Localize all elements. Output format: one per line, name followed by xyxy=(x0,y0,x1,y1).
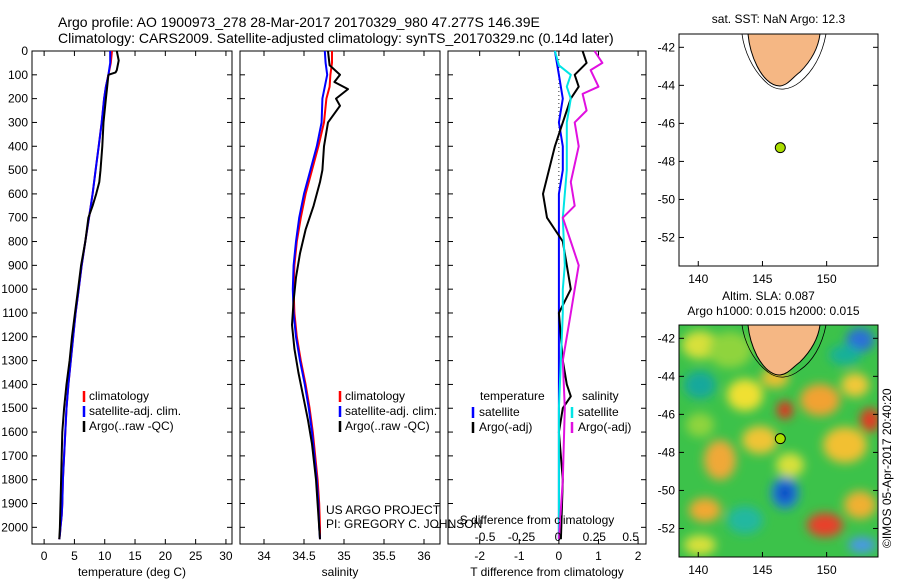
map-x-tick-label: 150 xyxy=(817,272,837,286)
x-tick-label: 1 xyxy=(595,549,602,563)
x-tick-label: 36 xyxy=(417,549,431,563)
x-tick-label: 25 xyxy=(189,549,203,563)
y-tick-label: 1800 xyxy=(1,473,28,487)
x-tick-label: 5 xyxy=(71,549,78,563)
x-tick-label: 35.5 xyxy=(372,549,396,563)
y-tick-label: 1300 xyxy=(1,354,28,368)
y-tick-label: 1500 xyxy=(1,401,28,415)
y-tick-label: 0 xyxy=(21,44,28,58)
series-s-argo-adj xyxy=(557,50,604,540)
temperature-panel-frame xyxy=(31,50,233,545)
depth-contour xyxy=(741,33,827,90)
y-tick-label: 1100 xyxy=(2,306,28,320)
x-axis-label: temperature (deg C) xyxy=(78,565,186,579)
x-tick-label: -1 xyxy=(514,549,525,563)
x-top-tick-label: 0 xyxy=(555,530,562,544)
y-tick-label: 500 xyxy=(8,163,28,177)
map-y-tick-label: -46 xyxy=(658,116,676,130)
legend-label: satellite-adj. clim. xyxy=(89,404,181,418)
sla-map xyxy=(678,324,879,558)
map-y-tick-label: -52 xyxy=(658,521,676,535)
y-tick-label: 1700 xyxy=(1,449,28,463)
y-tick-label: 200 xyxy=(8,92,28,106)
x-top-tick-label: -0.25 xyxy=(508,530,536,544)
sst-map-title: sat. SST: NaN Argo: 12.3 xyxy=(712,12,846,26)
x-tick-label: 30 xyxy=(219,549,233,563)
x-tick-label: 15 xyxy=(128,549,142,563)
pi-label: PI: GREGORY C. JOHNSON xyxy=(326,517,482,531)
x-top-tick-label: -0.5 xyxy=(475,530,496,544)
y-tick-label: 300 xyxy=(8,115,28,129)
y-tick-label: 1200 xyxy=(1,330,28,344)
float-location-marker xyxy=(774,433,786,445)
x-tick-label: 2 xyxy=(635,549,642,563)
map-y-tick-label: -50 xyxy=(658,483,676,497)
x-tick-label: 10 xyxy=(98,549,112,563)
legend-title-temperature: temperature xyxy=(480,389,545,403)
y-tick-label: 700 xyxy=(8,211,28,225)
y-tick-label: 1400 xyxy=(1,377,28,391)
legend-title-salinity: salinity xyxy=(582,389,619,403)
y-tick-label: 1000 xyxy=(1,282,28,296)
map-x-tick-label: 140 xyxy=(688,272,708,286)
figure-title-line1: Argo profile: AO 1900973_278 28-Mar-2017… xyxy=(58,14,540,30)
x-tick-label: 0 xyxy=(556,549,563,563)
y-tick-label: 100 xyxy=(8,68,28,82)
x-axis-label: T difference from climatology xyxy=(470,565,624,579)
map-x-tick-label: 150 xyxy=(817,563,837,577)
legend-label: Argo(-adj) xyxy=(479,420,532,434)
x-tick-label: 0 xyxy=(41,549,48,563)
map-y-tick-label: -48 xyxy=(658,445,676,459)
figure-title-line2: Climatology: CARS2009. Satellite-adjuste… xyxy=(58,30,614,46)
map-y-tick-label: -42 xyxy=(658,331,676,345)
map-y-tick-label: -42 xyxy=(658,40,676,54)
salinity-panel-frame xyxy=(239,50,441,545)
sla-map-title: Altim. SLA: 0.087 xyxy=(722,289,815,303)
legend-label: Argo(..raw -QC) xyxy=(89,419,174,433)
x-tick-label: 35 xyxy=(337,549,351,563)
map-y-tick-label: -52 xyxy=(658,230,676,244)
legend-label: satellite xyxy=(578,405,619,419)
project-label: US ARGO PROJECT xyxy=(326,503,441,517)
y-tick-label: 600 xyxy=(8,187,28,201)
difference-panel-frame xyxy=(447,50,647,545)
legend-label: climatology xyxy=(89,389,149,403)
y-tick-label: 1600 xyxy=(1,425,28,439)
legend-label: Argo(-adj) xyxy=(578,420,631,434)
map-y-tick-label: -48 xyxy=(658,154,676,168)
imos-credit: ©IMOS 05-Apr-2017 20:40:20 xyxy=(880,388,894,548)
map-y-tick-label: -44 xyxy=(658,369,676,383)
x-tick-label: 20 xyxy=(159,549,173,563)
x-top-tick-label: 0.5 xyxy=(622,530,639,544)
map-x-tick-label: 140 xyxy=(688,563,708,577)
tasmania-landmass xyxy=(747,33,821,87)
map-y-tick-label: -46 xyxy=(658,407,676,421)
legend-label: satellite-adj. clim. xyxy=(345,404,437,418)
y-tick-label: 900 xyxy=(8,258,28,272)
series-argo-raw-qc xyxy=(291,50,349,540)
series-satellite-adj-clim xyxy=(291,50,329,540)
legend-label: climatology xyxy=(345,389,405,403)
map-x-tick-label: 145 xyxy=(752,563,772,577)
x-top-axis-label: S difference from climatology xyxy=(460,513,615,527)
x-top-tick-label: 0.25 xyxy=(583,530,607,544)
y-tick-label: 400 xyxy=(8,139,28,153)
y-tick-label: 800 xyxy=(8,235,28,249)
sla-map-subtitle: Argo h1000: 0.015 h2000: 0.015 xyxy=(687,304,859,318)
x-tick-label: -2 xyxy=(474,549,485,563)
map-x-tick-label: 145 xyxy=(752,272,772,286)
sst-map xyxy=(678,33,879,267)
map-y-tick-label: -44 xyxy=(658,78,676,92)
series-argo-raw-qc xyxy=(58,50,120,540)
x-tick-label: 34 xyxy=(257,549,271,563)
legend-label: satellite xyxy=(479,405,520,419)
x-axis-label: salinity xyxy=(322,565,359,579)
map-y-tick-label: -50 xyxy=(658,192,676,206)
y-tick-label: 1900 xyxy=(1,497,28,511)
x-tick-label: 34.5 xyxy=(292,549,316,563)
legend-label: Argo(..raw -QC) xyxy=(345,419,430,433)
y-tick-label: 2000 xyxy=(1,520,28,534)
float-location-marker xyxy=(774,142,786,154)
